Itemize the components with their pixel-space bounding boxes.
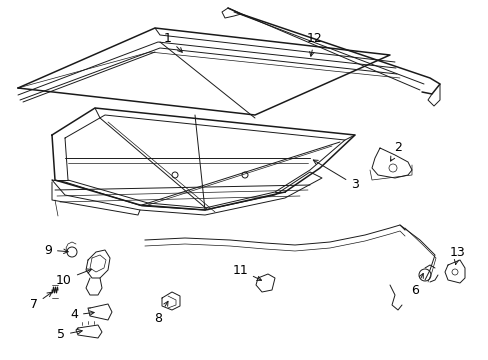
Text: 5: 5 [57,328,82,342]
Text: 4: 4 [70,309,94,321]
Text: 6: 6 [410,274,423,297]
Text: 3: 3 [313,160,358,192]
Text: 12: 12 [306,31,322,56]
Text: 9: 9 [44,243,68,256]
Text: 7: 7 [30,292,52,311]
Text: 11: 11 [232,264,261,280]
Text: 2: 2 [390,141,401,161]
Text: 8: 8 [154,301,168,324]
Text: 10: 10 [56,269,91,287]
Text: 1: 1 [164,31,182,52]
Text: 13: 13 [449,246,465,264]
